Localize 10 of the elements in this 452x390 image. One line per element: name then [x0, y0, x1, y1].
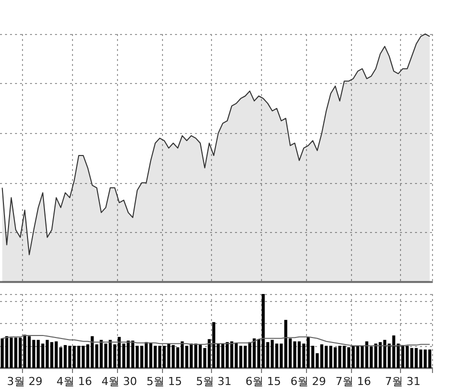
x-tick-label: 7월 31 — [385, 375, 420, 388]
x-tick-label: 6월 15 — [246, 375, 281, 388]
x-tick-label: 7월 16 — [336, 375, 371, 388]
x-tick-label: 4월 30 — [102, 375, 137, 388]
x-tick-label: 6월 29 — [290, 375, 326, 388]
x-tick-label: 5월 31 — [196, 375, 232, 388]
x-tick-label: 4월 16 — [56, 375, 92, 388]
bar — [428, 350, 432, 368]
x-tick-label: 5월 15 — [146, 375, 182, 388]
x-tick-label: 3월 29 — [7, 375, 42, 388]
